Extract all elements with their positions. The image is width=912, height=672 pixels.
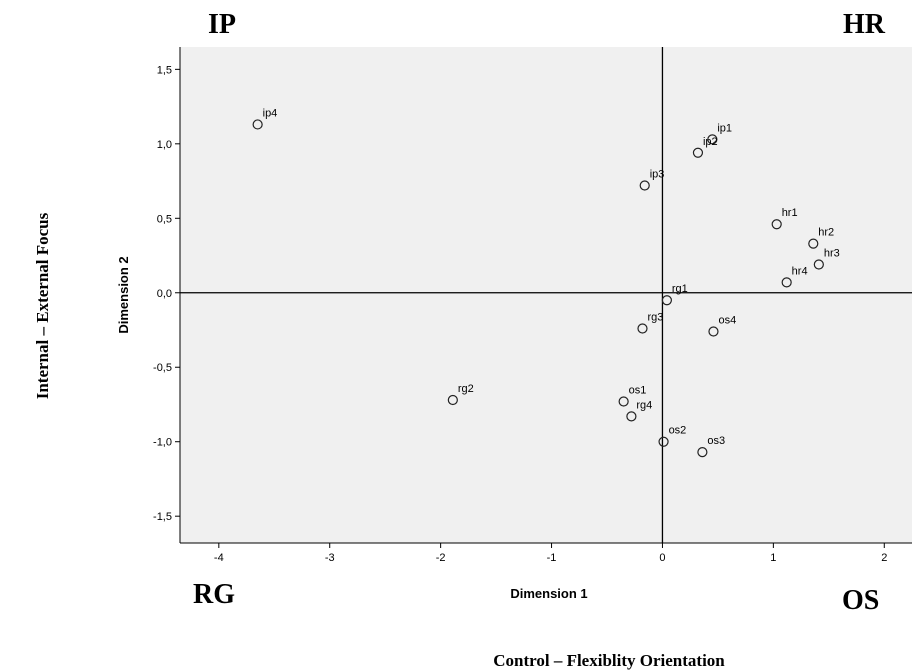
x-tick-label: 0 xyxy=(659,552,665,564)
point-label-ip1: ip1 xyxy=(717,122,732,134)
point-label-os3: os3 xyxy=(707,435,725,447)
outer-x-title: Control – Flexiblity Orientation xyxy=(493,651,725,670)
point-ip4 xyxy=(252,119,263,130)
x-axis-ticks: -4 -3 -2 -1 0 1 2 xyxy=(214,543,887,564)
point-rg2 xyxy=(447,394,458,406)
point-hr4 xyxy=(781,277,792,288)
point-os3 xyxy=(697,447,708,458)
point-rg3 xyxy=(637,323,648,334)
y-tick-label: 0,5 xyxy=(157,213,172,225)
x-tick-label: -3 xyxy=(325,552,335,564)
x-tick-label: -4 xyxy=(214,552,224,564)
point-ip1 xyxy=(707,134,718,145)
point-label-os1: os1 xyxy=(629,384,647,396)
point-hr1 xyxy=(771,219,782,230)
x-tick-label: -1 xyxy=(547,552,557,564)
quadrant-label-ip: IP xyxy=(208,9,236,40)
x-tick-label: -2 xyxy=(436,552,446,564)
point-label-rg1: rg1 xyxy=(672,283,688,295)
quadrant-label-rg: RG xyxy=(193,579,235,610)
x-tick-label: 1 xyxy=(770,552,776,564)
point-os2 xyxy=(658,436,669,447)
x-tick-label: 2 xyxy=(881,552,887,564)
point-label-hr3: hr3 xyxy=(824,247,840,259)
point-label-ip3: ip3 xyxy=(650,169,665,181)
y-axis-ticks: 1,5 1,0 0,5 0,0 -0,5 -1,0 -1,5 xyxy=(153,64,180,523)
y-tick-label: -1,0 xyxy=(153,437,172,449)
point-os1 xyxy=(618,396,629,407)
point-rg1 xyxy=(661,295,672,306)
y-tick-label: 0,0 xyxy=(157,288,172,300)
point-label-ip4: ip4 xyxy=(263,107,278,119)
point-ip2 xyxy=(692,147,704,158)
outer-y-title: Internal – External Focus xyxy=(33,212,52,399)
y-tick-label: -1,5 xyxy=(153,511,172,523)
point-label-rg3: rg3 xyxy=(647,312,663,324)
x-axis-title: Dimension 1 xyxy=(510,586,587,601)
quadrant-label-hr: HR xyxy=(843,9,886,40)
point-label-os4: os4 xyxy=(718,314,736,326)
point-label-hr2: hr2 xyxy=(818,227,834,239)
point-rg4 xyxy=(626,411,637,422)
y-tick-label: -0,5 xyxy=(153,362,172,374)
point-hr2 xyxy=(808,238,819,249)
point-label-rg2: rg2 xyxy=(458,383,474,395)
point-label-ip2: ip2 xyxy=(703,136,718,148)
point-label-hr4: hr4 xyxy=(792,265,808,277)
point-os4 xyxy=(708,326,719,337)
y-tick-label: 1,5 xyxy=(157,64,172,76)
quadrant-label-os: OS xyxy=(842,585,879,616)
point-label-os2: os2 xyxy=(669,425,687,437)
data-points: ip4 ip1 ip2 ip3 hr1 hr2 hr3 hr4 rg1 rg3 os4 rg2 os1 r… xyxy=(252,107,840,458)
point-label-rg4: rg4 xyxy=(636,399,652,411)
y-axis-title: Dimension 2 xyxy=(116,256,131,333)
point-hr3 xyxy=(813,259,824,270)
point-ip3 xyxy=(639,180,650,191)
y-tick-label: 1,0 xyxy=(157,139,172,151)
point-label-hr1: hr1 xyxy=(782,207,798,219)
plot-area xyxy=(180,47,912,543)
